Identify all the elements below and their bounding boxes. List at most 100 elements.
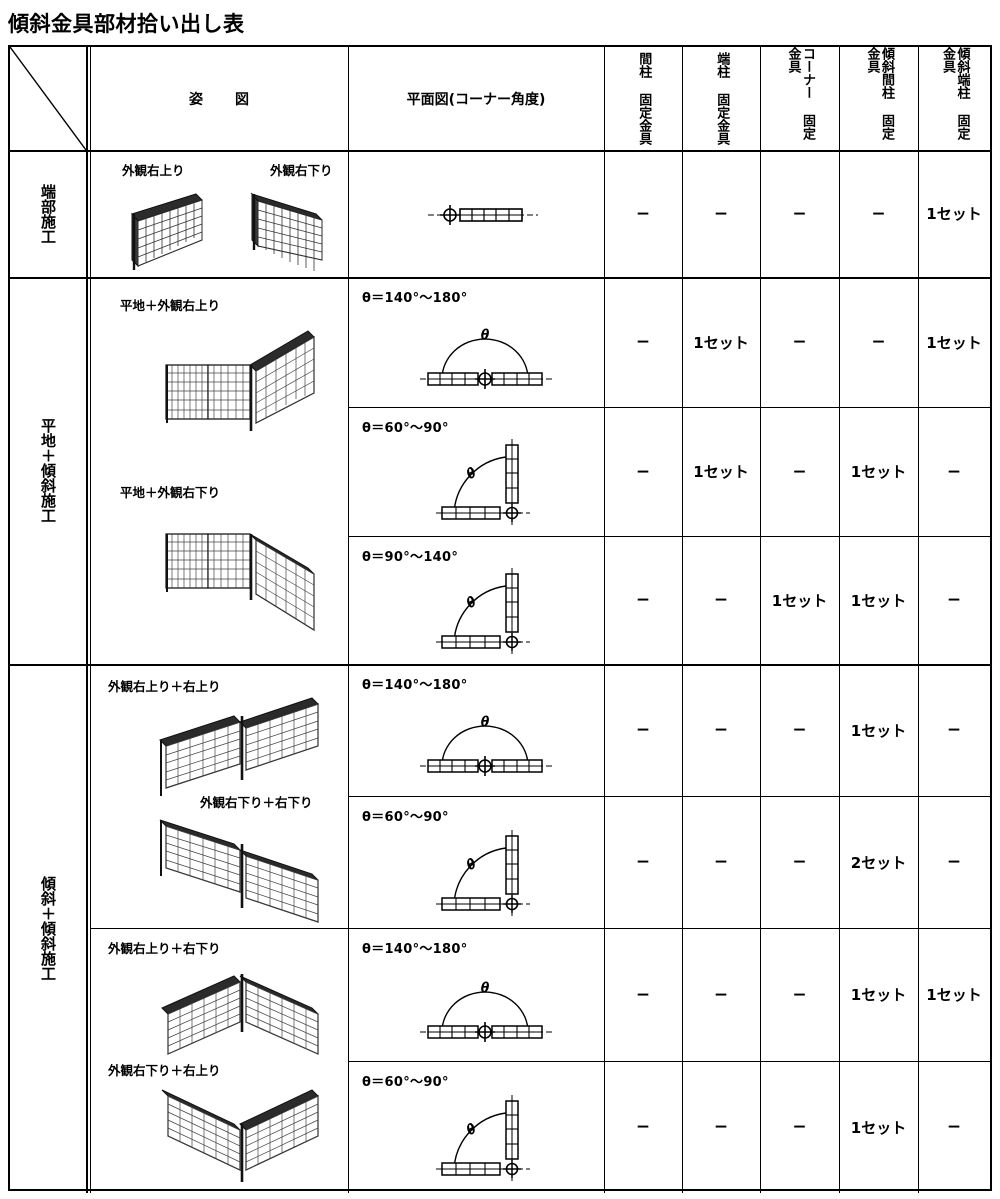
- fence-downdown-icon: [152, 806, 332, 923]
- col-rule-5: [682, 47, 683, 1193]
- value-r2-c5: 1セット: [918, 277, 990, 407]
- value-text: 1セット: [850, 986, 907, 1004]
- plan-corner90-icon: θ: [434, 1087, 564, 1187]
- header-plan: 平面図(コーナー角度): [406, 91, 546, 108]
- row-rule-r3: [348, 536, 990, 537]
- value-text: −: [713, 720, 729, 740]
- elevation-caption-2a: 平地＋外観右上り: [120, 298, 221, 313]
- value-text: −: [635, 720, 651, 740]
- value-r3-c3: −: [760, 407, 839, 536]
- plan-cell-r4: θ＝90°～140° θ: [348, 536, 604, 664]
- value-r4-c4: 1セット: [839, 536, 918, 664]
- plan-cell-r3: θ＝60°～90° θ: [348, 407, 604, 536]
- theta-label-r6: θ＝60°～90°: [362, 806, 449, 825]
- plan-cell-r6: θ＝60°～90° θ: [348, 796, 604, 928]
- value-r8-c2: −: [682, 1061, 760, 1193]
- header-corner-cell: [10, 47, 86, 150]
- value-text: −: [792, 203, 807, 224]
- fence-valley-icon: [148, 1076, 328, 1186]
- value-r6-c3: −: [760, 796, 839, 928]
- plan-cell-r1: [348, 150, 604, 277]
- value-r2-c3: −: [760, 277, 839, 407]
- value-r7-c5: 1セット: [918, 928, 990, 1061]
- value-r8-c4: 1セット: [839, 1061, 918, 1193]
- value-r2-c2: 1セット: [682, 277, 760, 407]
- value-r5-c4: 1セット: [839, 664, 918, 796]
- plan-corner90-icon: θ: [434, 822, 564, 922]
- value-text: −: [946, 590, 962, 610]
- value-r1-c5: 1セット: [918, 150, 990, 277]
- fence-right-up-icon: [118, 178, 214, 274]
- value-r6-c2: −: [682, 796, 760, 928]
- elevation-cell-3b: 外観右上り＋右下り 外観右下り＋右上り: [90, 928, 348, 1193]
- value-text: −: [946, 461, 962, 482]
- value-text: 1セット: [850, 591, 907, 610]
- value-r1-c1: −: [604, 150, 682, 277]
- value-r6-c5: −: [918, 796, 990, 928]
- header-metal-4: 傾斜間柱 固定金具: [839, 47, 918, 150]
- parts-table: 姿 図 平面図(コーナー角度) 間柱 固定金具 端柱 固定金具 コーナー 固定金…: [8, 45, 992, 1193]
- value-r1-c2: −: [682, 150, 760, 277]
- value-r7-c1: −: [604, 928, 682, 1061]
- value-r8-c5: −: [918, 1061, 990, 1193]
- plan-cell-r5: θ＝140°～180° θ: [348, 664, 604, 796]
- plan-arc180-icon: θ: [410, 696, 560, 782]
- header-elevation: 姿 図: [189, 91, 258, 108]
- elevation-caption-3b: 外観右下り＋右下り: [200, 795, 313, 810]
- plan-arc180-icon: θ: [410, 309, 560, 395]
- value-text: −: [946, 852, 962, 872]
- theta-label-r3: θ＝60°～90°: [362, 417, 449, 436]
- value-r5-c1: −: [604, 664, 682, 796]
- value-text: −: [792, 984, 807, 1005]
- value-text: −: [635, 332, 651, 352]
- theta-text: θ＝140°～180°: [362, 942, 468, 957]
- value-text: −: [713, 852, 729, 872]
- value-text: −: [946, 720, 962, 740]
- group-label-1: 端部施工: [10, 150, 86, 277]
- theta-text: θ＝60°～90°: [362, 421, 449, 436]
- value-r4-c2: −: [682, 536, 760, 664]
- value-text: −: [946, 1117, 962, 1137]
- elevation-caption-3a: 外観右上り＋右上り: [108, 679, 221, 694]
- value-r6-c4: 2セット: [839, 796, 918, 928]
- value-text: −: [635, 984, 651, 1005]
- value-text: −: [713, 203, 729, 224]
- fence-right-down-icon: [238, 178, 334, 274]
- row-rule-r5: [348, 796, 990, 797]
- value-text: 1セット: [693, 333, 749, 352]
- plan-corner90-icon: θ: [434, 431, 564, 531]
- value-text: 1セット: [771, 591, 828, 610]
- header-metal-4-label: 傾斜間柱 固定金具: [864, 47, 895, 140]
- elevation-caption-2b: 平地＋外観右下り: [120, 485, 221, 500]
- col-rule-1: [86, 47, 88, 1193]
- theta-text: θ＝140°～180°: [362, 291, 468, 306]
- col-rule-8: [918, 47, 919, 1193]
- elevation-caption-1b: 外観右下り: [270, 163, 333, 178]
- elevation-caption-1a: 外観右上り: [122, 163, 185, 178]
- elevation-caption-3c: 外観右上り＋右下り: [108, 941, 221, 956]
- fence-flat-plus-right-up-icon: [158, 323, 318, 453]
- row-rule-header: [10, 150, 990, 152]
- col-rule-3: [348, 47, 349, 1193]
- value-text: −: [792, 332, 807, 352]
- value-r1-c4: −: [839, 150, 918, 277]
- svg-text:θ: θ: [481, 328, 489, 343]
- value-text: −: [792, 720, 807, 740]
- elevation-cell-2: 平地＋外観右上り 平地＋外観右下り: [90, 277, 348, 664]
- value-text: −: [635, 852, 651, 872]
- value-text: 1セット: [693, 463, 749, 481]
- theta-label-r2: θ＝140°～180°: [362, 287, 468, 306]
- value-text: 1セット: [850, 463, 907, 481]
- fence-upup-icon: [152, 688, 332, 798]
- plan-cell-r2: θ＝140°～180° θ: [348, 277, 604, 407]
- value-text: −: [635, 1117, 651, 1137]
- theta-text: θ＝140°～180°: [362, 678, 468, 693]
- theta-text: θ＝90°～140°: [362, 550, 459, 565]
- value-text: 1セット: [926, 333, 982, 352]
- col-rule-4: [604, 47, 605, 1193]
- header-metal-3-label: コーナー 固定金具: [785, 47, 816, 140]
- header-metal-1: 間柱 固定金具: [604, 47, 682, 150]
- page-title: 傾斜金具部材拾い出し表: [8, 12, 245, 36]
- value-text: −: [713, 1117, 729, 1137]
